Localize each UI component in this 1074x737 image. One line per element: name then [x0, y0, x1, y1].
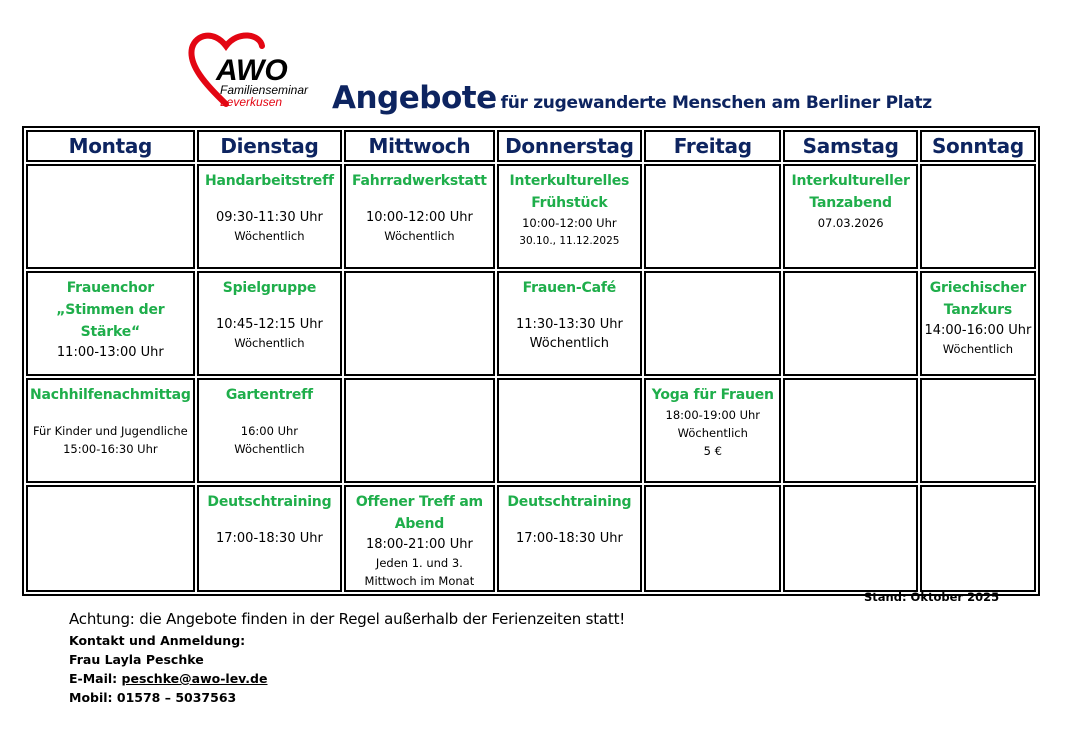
event-cell: Spielgruppe 10:45-12:15 Uhr Wöchentlich	[196, 271, 343, 376]
event-detail: 10:00-12:00 Uhr	[365, 210, 473, 225]
schedule-row: Nachhilfenachmittag Für Kinder und Jugend…	[26, 378, 1036, 483]
event-detail: 07.03.2026	[817, 216, 884, 230]
event-title: Offener Treff am Abend	[355, 494, 483, 532]
event-title: Yoga für Frauen	[651, 387, 774, 403]
event-cell: Yoga für Frauen 18:00-19:00 Uhr Wöchentlic…	[644, 378, 782, 483]
event-title: Deutschtraining	[507, 494, 632, 510]
event-detail: 5 €	[703, 444, 722, 458]
day-header-montag: Montag	[26, 130, 195, 162]
event-cell: Interkulturelles Frühstück 10:00-12:00 Uh…	[496, 164, 643, 269]
event-title: Griechischer Tanzkurs	[929, 280, 1027, 318]
event-cell: Frauen-Café 11:30-13:30 Uhr Wöchentlich	[496, 271, 643, 376]
event-cell: Gartentreff 16:00 Uhr Wöchentlich	[196, 378, 343, 483]
awo-logo: AWO Familienseminar Leverkusen	[186, 30, 336, 110]
event-detail: 16:00 Uhr	[240, 424, 299, 438]
contact-email: E-Mail: peschke@awo-lev.de	[69, 671, 268, 686]
event-title: Interkulturelles Frühstück	[509, 173, 630, 211]
event-title: Spielgruppe	[222, 280, 317, 296]
event-title: Frauenchor „Stimmen der Stärke“	[56, 280, 165, 340]
empty-cell	[26, 164, 195, 269]
event-detail: Mittwoch im Monat	[364, 574, 475, 588]
day-header-freitag: Freitag	[644, 130, 782, 162]
email-link[interactable]: peschke@awo-lev.de	[121, 671, 268, 686]
event-cell: Nachhilfenachmittag Für Kinder und Jugend…	[26, 378, 195, 483]
empty-cell	[783, 485, 918, 592]
title-subtitle: für zugewanderte Menschen am Berliner Pl…	[500, 93, 933, 113]
event-title: Interkultureller Tanzabend	[791, 173, 910, 211]
day-header-mittwoch: Mittwoch	[344, 130, 495, 162]
empty-cell	[644, 164, 782, 269]
contact-mobile: Mobil: 01578 – 5037563	[69, 690, 237, 705]
event-title: Fahrradwerkstatt	[352, 173, 487, 189]
empty-cell	[644, 485, 782, 592]
event-detail: 10:45-12:15 Uhr	[215, 317, 323, 332]
day-header-sonntag: Sonntag	[919, 130, 1036, 162]
event-title: Handarbeitstreff	[204, 173, 334, 189]
event-detail: 14:00-16:00 Uhr	[924, 323, 1032, 338]
event-detail: 09:30-11:30 Uhr	[215, 210, 323, 225]
event-cell: Frauenchor „Stimmen der Stärke“ 11:00-13:…	[26, 271, 195, 376]
stand-date: Stand: Oktober 2025	[864, 590, 1000, 604]
event-detail: 30.10., 11.12.2025	[519, 235, 620, 247]
event-title: Frauen-Café	[522, 280, 617, 296]
empty-cell	[496, 378, 643, 483]
event-cell: Handarbeitstreff 09:30-11:30 Uhr Wöchentli…	[196, 164, 343, 269]
schedule-row: Frauenchor „Stimmen der Stärke“ 11:00-13:…	[26, 271, 1036, 376]
event-detail: Für Kinder und Jugendliche	[32, 424, 188, 438]
contact-name: Frau Layla Peschke	[69, 652, 204, 667]
event-detail: Wöchentlich	[234, 336, 305, 350]
schedule-row: Handarbeitstreff 09:30-11:30 Uhr Wöchentli…	[26, 164, 1036, 269]
empty-cell	[26, 485, 195, 592]
empty-cell	[783, 378, 918, 483]
event-detail: Wöchentlich	[234, 229, 305, 243]
empty-cell	[344, 271, 495, 376]
holiday-note: Achtung: die Angebote finden in der Rege…	[69, 610, 626, 628]
event-detail: Wöchentlich	[234, 442, 305, 456]
day-header-samstag: Samstag	[783, 130, 918, 162]
empty-cell	[783, 271, 918, 376]
empty-cell	[344, 378, 495, 483]
event-detail: Wöchentlich	[942, 342, 1014, 356]
event-detail: 18:00-19:00 Uhr	[665, 408, 761, 422]
event-detail: 17:00-18:30 Uhr	[515, 531, 623, 546]
title-main: Angebote	[332, 80, 497, 116]
empty-cell	[919, 485, 1036, 592]
event-cell: Griechischer Tanzkurs 14:00-16:00 Uhr Wöch…	[919, 271, 1036, 376]
event-title: Nachhilfenachmittag	[30, 387, 191, 403]
contact-heading: Kontakt und Anmeldung:	[69, 633, 246, 648]
event-detail: Wöchentlich	[384, 229, 455, 243]
schedule-table: Montag Dienstag Mittwoch Donnerstag Freitag S…	[22, 126, 1040, 596]
event-detail: Wöchentlich	[677, 426, 748, 440]
event-detail: 11:00-13:00 Uhr	[56, 345, 164, 360]
empty-cell	[644, 271, 782, 376]
day-header-row: Montag Dienstag Mittwoch Donnerstag Freitag S…	[26, 130, 1036, 162]
day-header-dienstag: Dienstag	[196, 130, 343, 162]
svg-text:Familienseminar: Familienseminar	[220, 83, 309, 97]
event-detail: 18:00-21:00 Uhr	[365, 537, 473, 552]
day-header-donnerstag: Donnerstag	[496, 130, 643, 162]
empty-cell	[919, 378, 1036, 483]
event-cell: Interkultureller Tanzabend 07.03.2026	[783, 164, 918, 269]
event-cell: Offener Treff am Abend 18:00-21:00 Uhr Jed…	[344, 485, 495, 592]
empty-cell	[919, 164, 1036, 269]
page-title: Angebote für zugewanderte Menschen am Ber…	[332, 80, 932, 116]
event-cell: Deutschtraining 17:00-18:30 Uhr	[496, 485, 643, 592]
event-title: Gartentreff	[225, 387, 313, 403]
event-cell: Fahrradwerkstatt 10:00-12:00 Uhr Wöchentli…	[344, 164, 495, 269]
svg-text:AWO: AWO	[215, 54, 288, 87]
event-detail: 10:00-12:00 Uhr	[522, 216, 617, 230]
event-cell: Deutschtraining 17:00-18:30 Uhr	[196, 485, 343, 592]
svg-text:Leverkusen: Leverkusen	[220, 95, 282, 109]
schedule-row: Deutschtraining 17:00-18:30 Uhr Offener Tr…	[26, 485, 1036, 592]
event-title: Deutschtraining	[207, 494, 332, 510]
event-detail: Jeden 1. und 3.	[375, 556, 463, 570]
event-detail: 15:00-16:30 Uhr	[63, 442, 158, 456]
event-detail: 11:30-13:30 Uhr	[515, 317, 623, 332]
event-detail: Wöchentlich	[529, 336, 610, 351]
event-detail: 17:00-18:30 Uhr	[215, 531, 323, 546]
email-label: E-Mail:	[69, 671, 122, 686]
